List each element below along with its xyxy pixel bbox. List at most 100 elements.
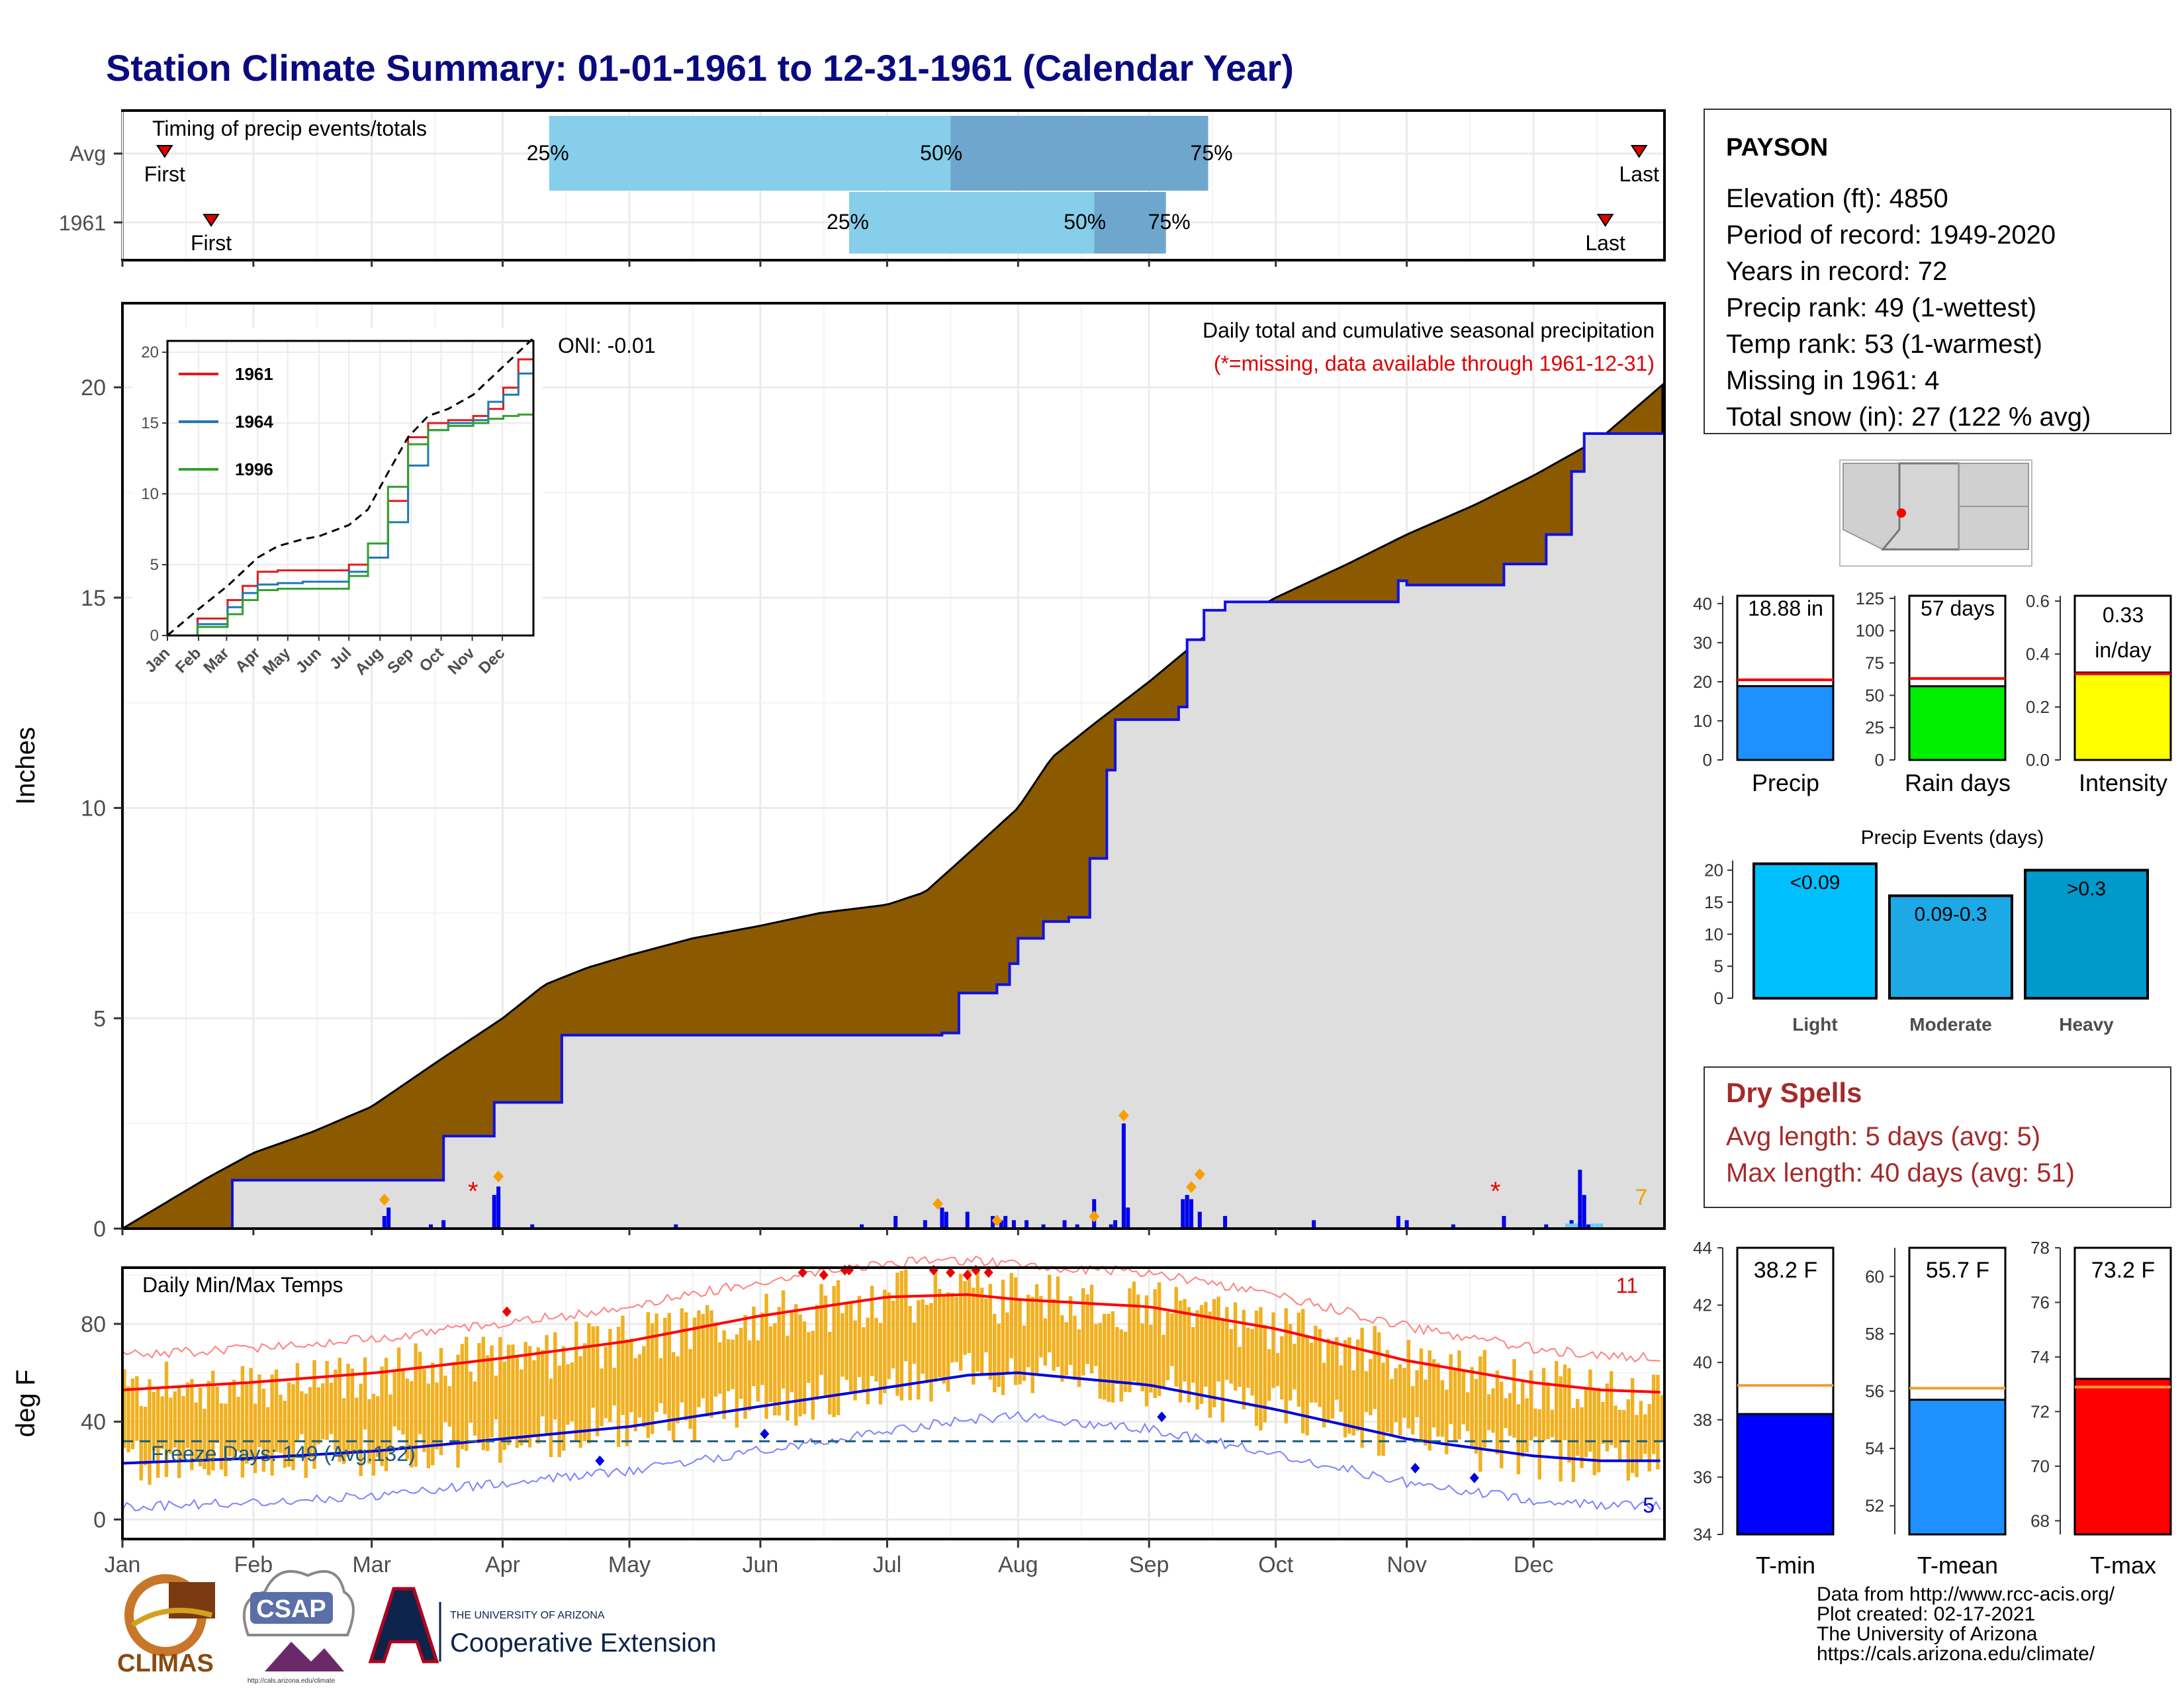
month-tick-label: Feb (234, 1552, 273, 1577)
temp-day-bar (523, 1342, 527, 1443)
temp-day-bar (287, 1382, 291, 1467)
temp-day-bar (561, 1346, 566, 1451)
temp-day-bar (198, 1387, 203, 1467)
tmax-mini-tick-label: 72 (2030, 1401, 2050, 1421)
temp-day-bar (431, 1362, 435, 1466)
temp-day-bar (245, 1382, 249, 1464)
temp-day-bar (1377, 1332, 1381, 1456)
dry-max-length: Max length: 40 days (avg: 51) (1726, 1158, 2075, 1188)
temp-day-bar (1479, 1356, 1482, 1472)
daily-precip-bar (1451, 1224, 1455, 1229)
temp-day-bar (553, 1332, 557, 1420)
temp-day-bar (976, 1272, 979, 1372)
inset-legend-label: 1996 (235, 459, 273, 479)
temp-day-bar (1102, 1313, 1107, 1400)
temp-day-bar (249, 1368, 253, 1461)
daily-precip-bar (1109, 1224, 1113, 1229)
timing-row-label-year: 1961 (59, 211, 106, 235)
temp-day-bar (1373, 1326, 1377, 1409)
temp-day-bar (1318, 1329, 1322, 1407)
temp-day-bar (418, 1351, 422, 1434)
temp-day-bar (1204, 1301, 1208, 1387)
temp-day-bar (1005, 1312, 1009, 1374)
temp-day-bar (1191, 1327, 1195, 1383)
temp-day-bar (1415, 1370, 1419, 1417)
daily-precip-bar (1578, 1170, 1582, 1229)
events-tick-label: 20 (1704, 861, 1723, 880)
tmax-label: T-max (2090, 1552, 2156, 1579)
events-bar (2024, 868, 2149, 1000)
temp-title: Daily Min/Max Temps (142, 1273, 343, 1297)
temp-day-bar (435, 1382, 439, 1450)
temp-day-bar (718, 1342, 722, 1394)
temp-day-bar (908, 1305, 912, 1401)
temp-day-bar (283, 1400, 287, 1468)
temp-day-bar (164, 1362, 169, 1477)
temp-day-bar (1508, 1393, 1512, 1436)
temp-day-bar (731, 1339, 735, 1389)
temp-day-bar (633, 1358, 637, 1432)
temp-day-bar (422, 1368, 426, 1452)
tmax-mini-tick-label: 74 (2030, 1347, 2050, 1367)
timing-bar-50-75 (1094, 192, 1166, 254)
tmax-value: 73.2 F (2091, 1258, 2155, 1283)
dry-spells-box: Dry Spells Avg length: 5 days (avg: 5) M… (1704, 1066, 2171, 1208)
precip-event-diamond (1118, 1109, 1129, 1122)
temp-record-diamond (797, 1267, 807, 1278)
temp-day-bar (194, 1402, 198, 1461)
daily-precip-bar (1041, 1224, 1046, 1229)
temp-day-bar (1115, 1327, 1119, 1385)
temp-day-bar (1550, 1409, 1555, 1438)
temp-panel: 0 40 80 Jan Feb Mar Apr May Jun Jul Aug Sep Oct Nov D… (11, 260, 1666, 1577)
station-elevation: Elevation (ft): 4850 (1726, 184, 1948, 213)
precip-total-label: Precip (1752, 769, 1819, 796)
temp-record-diamond (595, 1455, 605, 1466)
temp-day-bar (1094, 1323, 1098, 1366)
temp-day-bar (1216, 1296, 1220, 1382)
record-high-count: 11 (1616, 1274, 1638, 1297)
temp-day-bar (747, 1340, 752, 1411)
temp-day-bar (257, 1374, 261, 1447)
raindays-mini-tick-label: 50 (1865, 685, 1884, 705)
temp-day-bar (1178, 1300, 1183, 1403)
record-low-count: 5 (1643, 1493, 1655, 1517)
month-tick-label: Nov (1387, 1552, 1426, 1577)
temp-day-bar (481, 1336, 486, 1450)
temp-day-bar (1626, 1399, 1630, 1481)
temp-day-bar (1039, 1295, 1043, 1358)
temp-day-bar (300, 1391, 304, 1434)
snow-bar (1599, 1223, 1604, 1229)
temp-day-bar (350, 1368, 355, 1453)
timing-last-marker (1596, 214, 1614, 227)
timing-last-label: Last (1585, 231, 1625, 255)
precip-frame (121, 302, 1666, 1230)
timing-label-25: 25% (527, 141, 569, 165)
temp-day-bar (177, 1387, 181, 1478)
station-name: PAYSON (1726, 134, 1828, 162)
temp-day-bar (291, 1384, 295, 1470)
temp-day-bar (308, 1387, 312, 1458)
footer-source: Data from http://www.rcc-acis.org/ (1817, 1583, 2115, 1605)
temp-day-bar (160, 1396, 164, 1449)
temp-day-bar (680, 1308, 684, 1403)
temp-day-bar (790, 1310, 794, 1393)
tmax-mini-tick-label: 70 (2030, 1456, 2050, 1476)
temp-day-bar (355, 1397, 359, 1452)
daily-precip-bar (1011, 1220, 1016, 1229)
timing-label-75: 75% (1191, 141, 1233, 165)
precip-y-label: Inches (11, 727, 40, 805)
mini-bar-texts: 18.88 in Precip 57 days Rain days 0.33 i… (1748, 596, 2167, 796)
csap-logo: CSAP http://cals.arizona.edu/climate (242, 1570, 355, 1685)
temp-day-bar (659, 1358, 663, 1403)
temp-day-bar (958, 1274, 963, 1371)
temp-day-bar (815, 1304, 819, 1400)
temp-day-bar (156, 1389, 160, 1478)
temp-day-bar (215, 1386, 219, 1443)
temp-day-bar (967, 1269, 972, 1354)
precip-panel: 0 5 10 15 20 Inches Daily total and cumulati… (11, 302, 1666, 1242)
temp-day-bar (190, 1379, 194, 1470)
observed-cumulative-area (122, 434, 1664, 1229)
temp-day-bar (836, 1280, 841, 1415)
temp-day-bar (270, 1374, 274, 1476)
temp-day-bar (540, 1350, 545, 1417)
